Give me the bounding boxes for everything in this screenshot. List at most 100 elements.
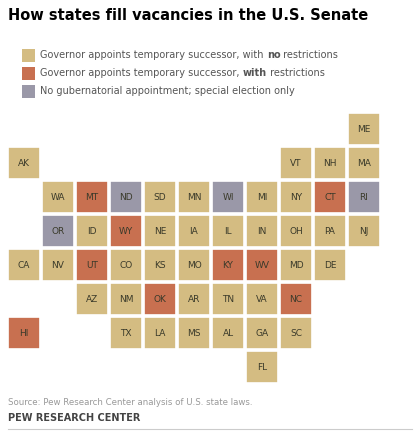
Text: GA: GA (255, 329, 268, 337)
Text: HI: HI (19, 329, 29, 337)
Text: LA: LA (154, 329, 165, 337)
Text: SD: SD (154, 193, 166, 201)
Text: WY: WY (119, 226, 133, 236)
FancyBboxPatch shape (212, 215, 244, 247)
FancyBboxPatch shape (110, 215, 142, 247)
Text: VA: VA (256, 295, 268, 304)
Text: NY: NY (290, 193, 302, 201)
Text: CT: CT (324, 193, 336, 201)
Text: NH: NH (323, 159, 337, 167)
FancyBboxPatch shape (144, 215, 176, 247)
FancyBboxPatch shape (178, 317, 210, 349)
Text: Source: Pew Research Center analysis of U.S. state laws.: Source: Pew Research Center analysis of … (8, 398, 252, 407)
Text: OR: OR (51, 226, 65, 236)
Text: NJ: NJ (360, 226, 369, 236)
FancyBboxPatch shape (280, 249, 312, 281)
Text: KS: KS (154, 260, 166, 270)
Text: OH: OH (289, 226, 303, 236)
Text: IL: IL (224, 226, 232, 236)
FancyBboxPatch shape (42, 181, 74, 213)
Text: CO: CO (119, 260, 133, 270)
Text: TN: TN (222, 295, 234, 304)
Text: Governor appoints temporary successor, with: Governor appoints temporary successor, w… (40, 50, 267, 60)
Text: ND: ND (119, 193, 133, 201)
FancyBboxPatch shape (42, 215, 74, 247)
FancyBboxPatch shape (8, 317, 40, 349)
FancyBboxPatch shape (144, 181, 176, 213)
FancyBboxPatch shape (8, 249, 40, 281)
FancyBboxPatch shape (212, 249, 244, 281)
FancyBboxPatch shape (314, 215, 346, 247)
Text: AZ: AZ (86, 295, 98, 304)
FancyBboxPatch shape (144, 249, 176, 281)
FancyBboxPatch shape (178, 181, 210, 213)
FancyBboxPatch shape (212, 283, 244, 315)
FancyBboxPatch shape (212, 317, 244, 349)
Text: MI: MI (257, 193, 267, 201)
Text: FL: FL (257, 363, 267, 371)
Text: TX: TX (120, 329, 132, 337)
FancyBboxPatch shape (246, 215, 278, 247)
FancyBboxPatch shape (348, 181, 380, 213)
Text: DE: DE (324, 260, 336, 270)
FancyBboxPatch shape (178, 283, 210, 315)
Text: NE: NE (154, 226, 166, 236)
Text: MN: MN (187, 193, 201, 201)
FancyBboxPatch shape (110, 181, 142, 213)
Text: No gubernatorial appointment; special election only: No gubernatorial appointment; special el… (40, 86, 295, 96)
FancyBboxPatch shape (110, 317, 142, 349)
Text: SC: SC (290, 329, 302, 337)
Text: MS: MS (187, 329, 201, 337)
FancyBboxPatch shape (76, 181, 108, 213)
Text: UT: UT (86, 260, 98, 270)
Text: restrictions: restrictions (267, 68, 325, 78)
FancyBboxPatch shape (76, 249, 108, 281)
FancyBboxPatch shape (348, 113, 380, 145)
FancyBboxPatch shape (212, 181, 244, 213)
Text: IN: IN (257, 226, 267, 236)
FancyBboxPatch shape (110, 283, 142, 315)
Text: NV: NV (52, 260, 64, 270)
FancyBboxPatch shape (314, 249, 346, 281)
FancyBboxPatch shape (246, 249, 278, 281)
FancyBboxPatch shape (42, 249, 74, 281)
Text: RI: RI (360, 193, 368, 201)
Text: AK: AK (18, 159, 30, 167)
Text: MD: MD (289, 260, 303, 270)
Text: VT: VT (290, 159, 302, 167)
Text: WA: WA (51, 193, 65, 201)
FancyBboxPatch shape (144, 283, 176, 315)
FancyBboxPatch shape (76, 283, 108, 315)
Text: AR: AR (188, 295, 200, 304)
FancyBboxPatch shape (348, 147, 380, 179)
FancyBboxPatch shape (8, 147, 40, 179)
Text: NC: NC (289, 295, 302, 304)
Text: MT: MT (85, 193, 99, 201)
FancyBboxPatch shape (178, 249, 210, 281)
FancyBboxPatch shape (246, 317, 278, 349)
Text: NM: NM (119, 295, 133, 304)
FancyBboxPatch shape (280, 317, 312, 349)
Text: KY: KY (223, 260, 234, 270)
Text: CA: CA (18, 260, 30, 270)
FancyBboxPatch shape (314, 181, 346, 213)
FancyBboxPatch shape (246, 283, 278, 315)
FancyBboxPatch shape (178, 215, 210, 247)
FancyBboxPatch shape (246, 181, 278, 213)
FancyBboxPatch shape (22, 84, 35, 97)
Text: MO: MO (186, 260, 201, 270)
Text: with: with (243, 68, 267, 78)
FancyBboxPatch shape (280, 147, 312, 179)
Text: Governor appoints temporary successor,: Governor appoints temporary successor, (40, 68, 243, 78)
Text: ME: ME (357, 125, 371, 133)
FancyBboxPatch shape (22, 66, 35, 80)
Text: no: no (267, 50, 280, 60)
Text: AL: AL (223, 329, 234, 337)
FancyBboxPatch shape (110, 249, 142, 281)
Text: How states fill vacancies in the U.S. Senate: How states fill vacancies in the U.S. Se… (8, 8, 368, 23)
Text: PA: PA (325, 226, 336, 236)
Text: PEW RESEARCH CENTER: PEW RESEARCH CENTER (8, 413, 140, 423)
Text: ID: ID (87, 226, 97, 236)
FancyBboxPatch shape (280, 215, 312, 247)
FancyBboxPatch shape (246, 351, 278, 383)
